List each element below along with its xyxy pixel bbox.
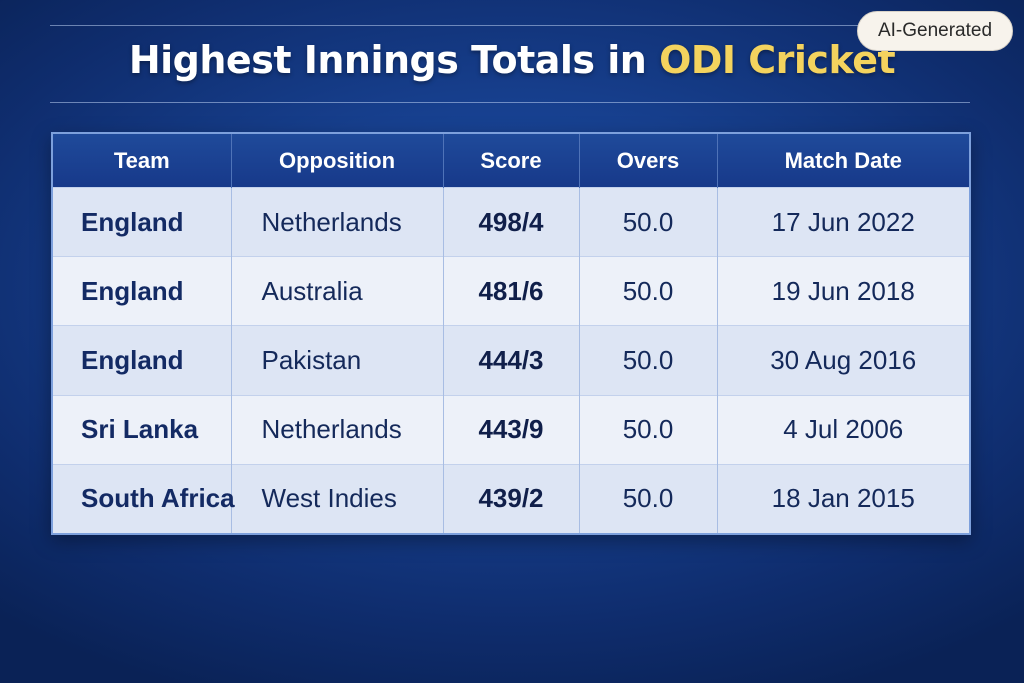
ai-generated-badge: AI-Generated — [857, 11, 1013, 51]
overs-cell: 50.0 — [579, 325, 718, 396]
score-cell: 439/2 — [443, 463, 580, 533]
overs-cell: 50.0 — [579, 394, 718, 465]
score-cell: 443/9 — [443, 394, 580, 465]
match-date-cell: 18 Jan 2015 — [717, 463, 969, 533]
opposition-cell: West Indies — [231, 463, 444, 533]
title-divider — [50, 102, 970, 103]
overs-cell: 50.0 — [579, 186, 718, 257]
table-row: England Australia 481/6 50.0 19 Jun 2018 — [53, 256, 969, 326]
table-row: Sri Lanka Netherlands 443/9 50.0 4 Jul 2… — [53, 394, 969, 465]
opposition-cell: Pakistan — [231, 325, 444, 396]
column-header-overs: Overs — [579, 134, 718, 188]
title-accent: ODI Cricket — [659, 38, 896, 82]
top-divider — [50, 25, 970, 26]
page-title: Highest Innings Totals in ODI Cricket — [0, 38, 1024, 82]
match-date-cell: 19 Jun 2018 — [717, 256, 969, 326]
table-row: England Netherlands 498/4 50.0 17 Jun 20… — [53, 186, 969, 257]
score-cell: 444/3 — [443, 325, 580, 396]
match-date-cell: 30 Aug 2016 — [717, 325, 969, 396]
match-date-cell: 17 Jun 2022 — [717, 186, 969, 257]
table-row: England Pakistan 444/3 50.0 30 Aug 2016 — [53, 325, 969, 396]
table-row: South Africa West Indies 439/2 50.0 18 J… — [53, 463, 969, 533]
team-cell: South Africa — [53, 463, 235, 533]
team-cell: Sri Lanka — [53, 394, 232, 465]
score-cell: 481/6 — [443, 256, 580, 326]
opposition-cell: Australia — [231, 256, 444, 326]
column-header-team: Team — [53, 134, 232, 188]
team-cell: England — [53, 325, 232, 396]
innings-table-container: Team Opposition Score Overs Match Date E… — [51, 132, 971, 535]
overs-cell: 50.0 — [579, 256, 718, 326]
column-header-match-date: Match Date — [717, 134, 969, 188]
match-date-cell: 4 Jul 2006 — [717, 394, 969, 465]
team-cell: England — [53, 186, 232, 257]
score-cell: 498/4 — [443, 186, 580, 257]
table-header-row: Team Opposition Score Overs Match Date — [53, 134, 969, 188]
opposition-cell: Netherlands — [231, 186, 444, 257]
overs-cell: 50.0 — [579, 463, 718, 533]
title-main: Highest Innings Totals in — [128, 38, 660, 82]
column-header-score: Score — [443, 134, 580, 188]
team-cell: England — [53, 256, 232, 326]
column-header-opposition: Opposition — [231, 134, 444, 188]
opposition-cell: Netherlands — [231, 394, 444, 465]
innings-table: Team Opposition Score Overs Match Date E… — [53, 134, 969, 533]
